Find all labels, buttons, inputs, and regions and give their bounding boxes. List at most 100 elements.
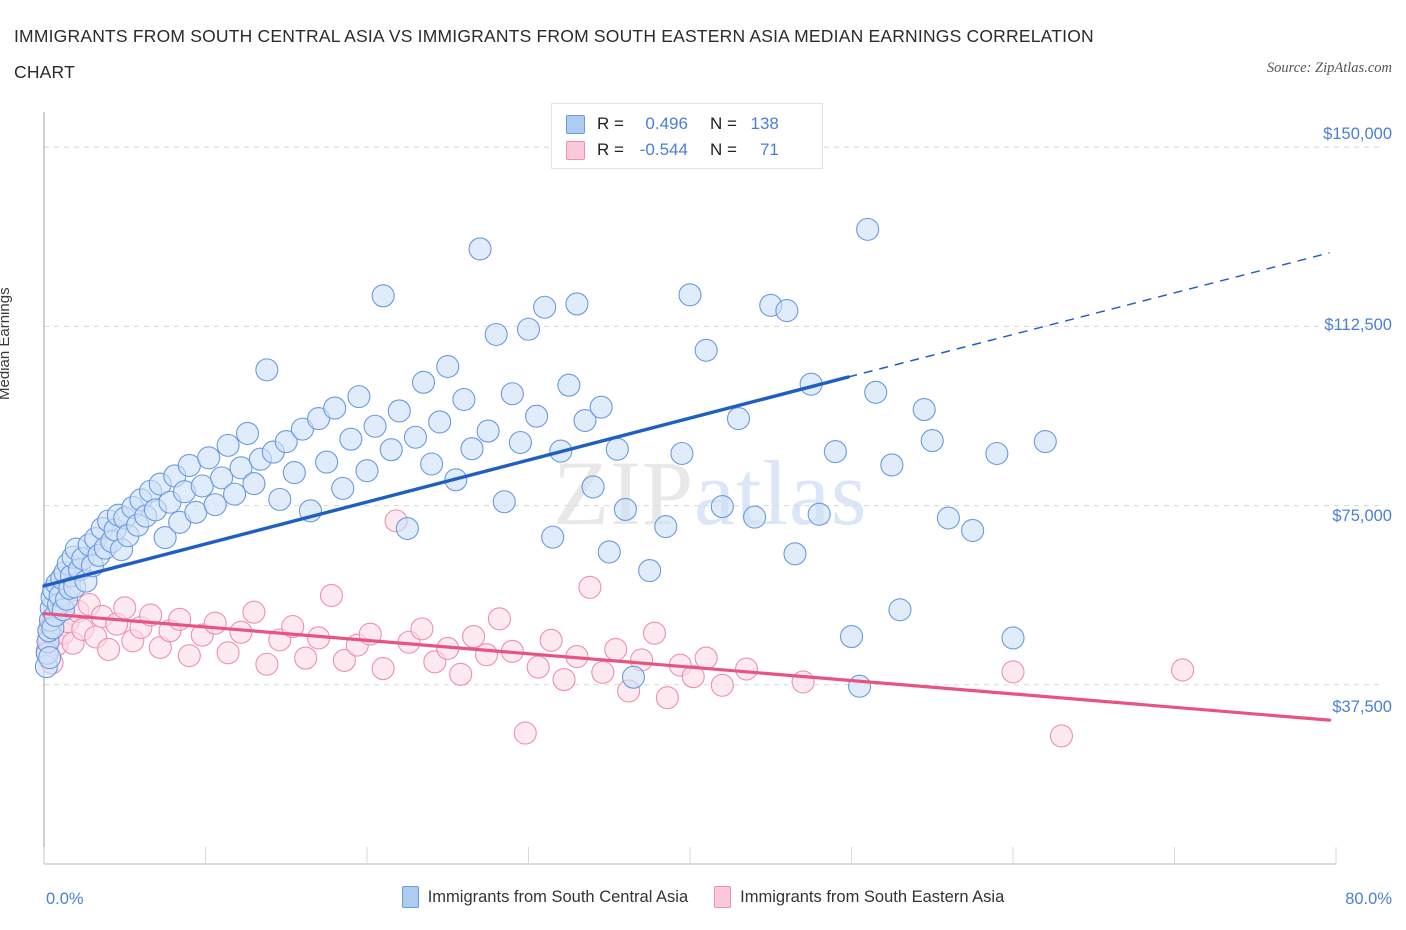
scatter-point (294, 646, 318, 670)
scatter-point (355, 459, 379, 483)
trendline-blue-solid (42, 375, 850, 588)
scatter-point (1001, 626, 1025, 650)
y-tick-label-75000: $75,000 (1332, 507, 1392, 525)
scatter-point (290, 417, 314, 441)
scatter-point (848, 674, 872, 698)
title-block: IMMIGRANTS FROM SOUTH CENTRAL ASIA VS IM… (14, 18, 1214, 90)
scatter-point (177, 644, 201, 668)
scatter-point (936, 506, 960, 530)
scatter-point (670, 441, 694, 466)
scatter-point (229, 620, 253, 644)
scatter-point (533, 295, 557, 319)
scatter-point (468, 237, 492, 261)
scatter-point (411, 370, 436, 394)
scatter-point (452, 387, 476, 412)
scatter-point (642, 621, 667, 645)
scatter-point (539, 628, 563, 652)
scatter-point (363, 414, 387, 438)
scatter-point (552, 667, 576, 692)
scatter-point (1033, 429, 1057, 454)
scatter-point (864, 380, 888, 404)
scatter-point (710, 494, 734, 519)
scatter-point (694, 646, 718, 670)
pink-n-label: N = (709, 140, 737, 159)
scatter-point (403, 425, 428, 449)
page-title: IMMIGRANTS FROM SOUTH CENTRAL ASIA VS IM… (14, 26, 1094, 46)
scatter-point (235, 421, 260, 445)
scatter-point (379, 438, 403, 462)
scatter-point (476, 419, 500, 443)
scatter-point (487, 607, 511, 631)
scatter-point (282, 461, 306, 485)
scatter-point (203, 493, 227, 517)
scatter-point (387, 399, 411, 423)
legend-color-swatch-icon (401, 886, 419, 908)
legend-item-south-eastern-asia[interactable]: Immigrants from South Eastern Asia (714, 886, 1004, 908)
legend-swatch-blue-icon (566, 114, 585, 134)
scatter-point (436, 354, 460, 379)
scatter-point (839, 624, 864, 649)
scatter-point (484, 322, 508, 347)
scatter-point (268, 487, 292, 511)
scatter-point (1049, 724, 1073, 748)
legend-item-label: Immigrants from South Central Asia (427, 887, 689, 906)
source-label: Source: ZipAtlas.com (1266, 60, 1392, 76)
scatter-point (97, 637, 121, 661)
scatter-point (888, 598, 912, 622)
scatter-point (210, 466, 234, 490)
scatter-point (681, 665, 705, 689)
scatter-point (743, 505, 767, 529)
scatter-point (638, 559, 662, 583)
legend-color-swatch-icon (714, 886, 732, 908)
scatter-point (513, 721, 537, 745)
scatter-point (492, 490, 516, 514)
scatter-point (694, 338, 718, 362)
scatter-point (783, 542, 807, 566)
scatter-point (807, 502, 831, 526)
scatter-point (557, 373, 581, 397)
scatter-point (347, 385, 371, 409)
scatter-point (203, 611, 227, 635)
scatter-point (589, 395, 613, 419)
scatter-point (462, 624, 486, 649)
scatter-point (255, 652, 279, 676)
scatter-point (449, 662, 473, 686)
scatter-point (410, 617, 434, 641)
scatter-point (791, 670, 815, 694)
legend-item-south-central-asia[interactable]: Immigrants from South Central Asia (401, 886, 689, 908)
scatter-point (621, 665, 646, 689)
scatter-point (319, 583, 344, 607)
scatter-point (823, 440, 847, 464)
scatter-point (223, 482, 247, 506)
scatter-point (1171, 658, 1195, 682)
scatter-point (516, 317, 541, 341)
y-axis-title: Median Earnings (0, 287, 13, 400)
scatter-point (726, 407, 751, 431)
scatter-point (332, 648, 356, 672)
scatter-point (678, 283, 702, 307)
blue-r-label: R = (597, 114, 624, 133)
scatter-point (331, 476, 355, 500)
blue-n-label: N = (709, 114, 737, 133)
trendline-blue-dashed (848, 252, 1330, 378)
scatter-point (775, 299, 799, 323)
scatter-point (229, 456, 253, 480)
scatter-point (880, 453, 904, 477)
scatter-point (920, 429, 944, 453)
x-axis-max-label: 80.0% (1345, 890, 1392, 908)
scatter-point (216, 641, 240, 665)
scatter-point (242, 472, 266, 496)
y-tick-label-112500: $112,500 (1324, 316, 1392, 334)
scatter-point (339, 427, 363, 451)
scatter-point (460, 437, 484, 461)
scatter-point (573, 408, 597, 433)
scatter-point (500, 382, 524, 406)
scatter-point (605, 437, 629, 461)
scatter-point (856, 217, 880, 241)
page-title-second-line: CHART (14, 62, 75, 82)
scatter-point (242, 600, 266, 624)
scatter-point (371, 656, 395, 681)
correlation-row-pink: R = -0.544 N = 71 (566, 137, 812, 163)
scatter-point (255, 358, 279, 382)
